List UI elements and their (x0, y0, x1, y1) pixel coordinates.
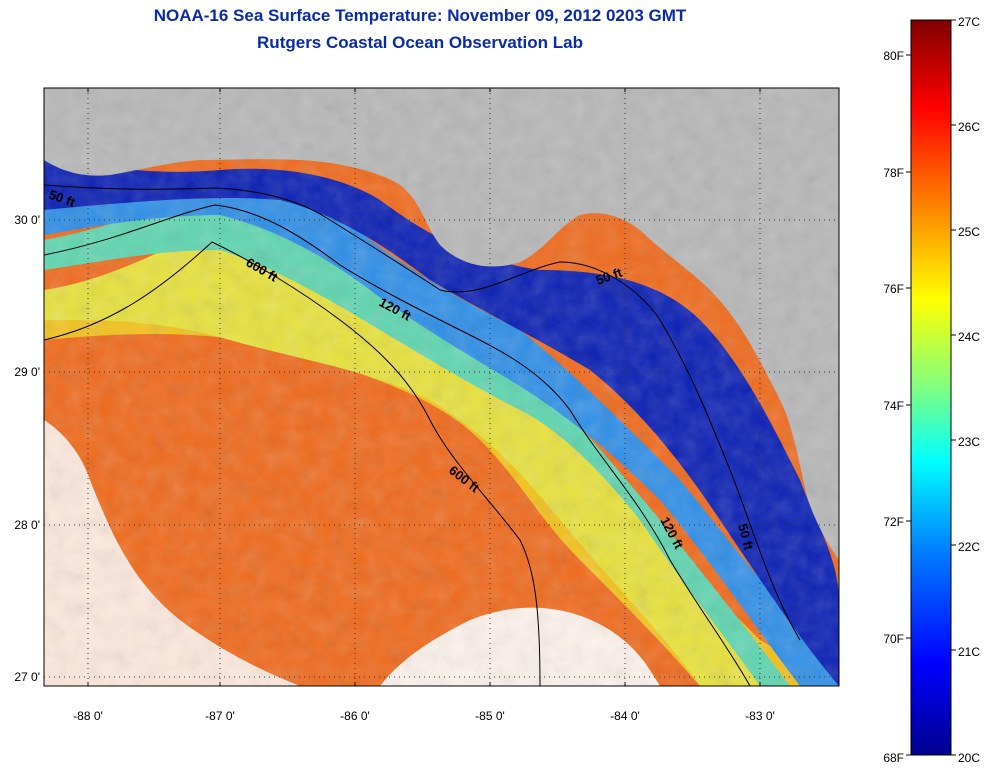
lon-tick-label: -83 0' (745, 709, 775, 723)
colorbar (910, 19, 952, 756)
lon-tick-label: -88 0' (73, 709, 103, 723)
contour-600ft (44, 241, 541, 686)
lat-tick-label: 30 0' (14, 213, 40, 227)
contour-50ft (44, 184, 801, 641)
lat-tick-label: 27 0' (14, 670, 40, 684)
lon-tick-label: -84 0' (610, 709, 640, 723)
contour-120ft (44, 204, 751, 686)
map-subtitle: Rutgers Coastal Ocean Observation Lab (257, 33, 583, 52)
colorbar-celsius-label: 21C (958, 645, 980, 659)
lat-tick-label: 28 0' (14, 518, 40, 532)
colorbar-fahrenheit-label: 76F (883, 282, 904, 296)
colorbar-fahrenheit-label: 70F (883, 632, 904, 646)
colorbar-fahrenheit-label: 80F (883, 49, 904, 63)
colorbar-fahrenheit-label: 68F (883, 751, 904, 765)
lon-tick-label: -86 0' (340, 709, 370, 723)
colorbar-celsius-label: 20C (958, 751, 980, 765)
colorbar-celsius-label: 27C (958, 15, 980, 29)
colorbar-celsius-label: 23C (958, 435, 980, 449)
colorbar-fahrenheit-label: 78F (883, 166, 904, 180)
texture-overlay (44, 88, 839, 686)
lon-tick-label: -87 0' (205, 709, 235, 723)
colorbar-fahrenheit-label: 72F (883, 515, 904, 529)
contour-label-50ft-east: 50 ft (735, 522, 757, 552)
map-area: 50 ft 600 ft 120 ft 50 ft 600 ft 120 ft … (44, 88, 839, 686)
lon-tick-label: -85 0' (475, 709, 505, 723)
colorbar-celsius-label: 26C (958, 120, 980, 134)
colorbar-celsius-label: 25C (958, 225, 980, 239)
colorbar-celsius-label: 24C (958, 330, 980, 344)
map-title: NOAA-16 Sea Surface Temperature: Novembe… (153, 6, 687, 25)
map-frame (43, 87, 840, 687)
lat-tick-label: 29 0' (14, 365, 40, 379)
colorbar-celsius-label: 22C (958, 540, 980, 554)
colorbar-ticks (906, 19, 956, 756)
colorbar-fahrenheit-label: 74F (883, 399, 904, 413)
